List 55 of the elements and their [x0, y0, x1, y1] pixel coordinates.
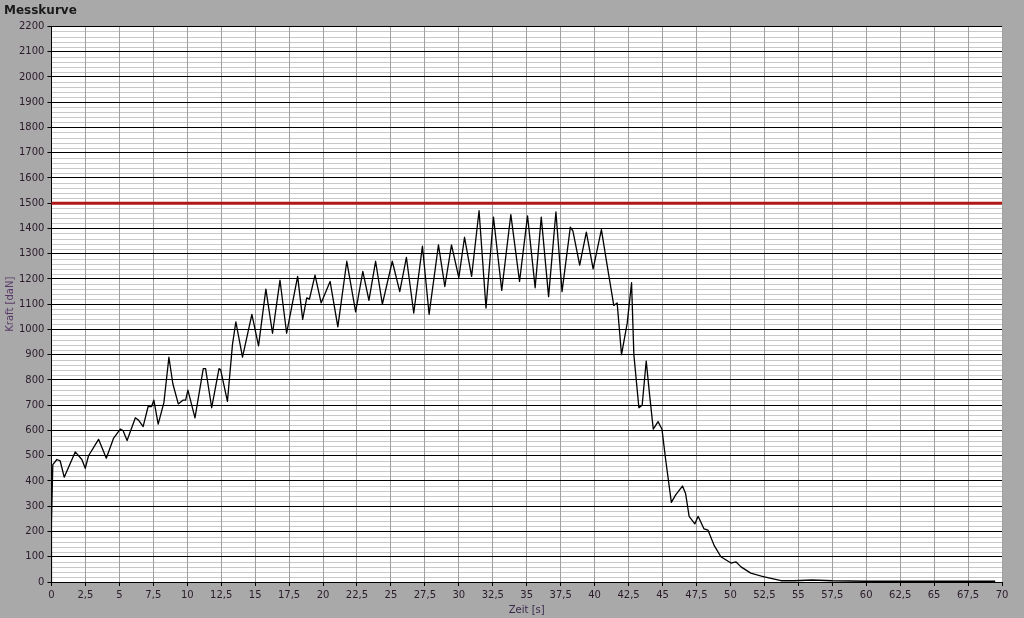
- x-tick-label: 42,5: [617, 588, 640, 600]
- x-tick-label: 27,5: [413, 588, 437, 600]
- x-tick-label: 47,5: [685, 588, 708, 600]
- y-tick-label: 500: [25, 449, 45, 461]
- x-tick-label: 15: [248, 588, 262, 600]
- x-tick-label: 17,5: [277, 588, 301, 600]
- y-tick-label: 2200: [19, 19, 45, 31]
- y-tick-label: 200: [25, 525, 45, 537]
- x-tick-label: 0: [48, 588, 55, 600]
- y-tick-label: 900: [25, 348, 45, 360]
- x-tick-label: 65: [927, 588, 941, 600]
- x-tick-label: 67,5: [956, 588, 980, 600]
- y-tick-label: 1200: [19, 272, 45, 284]
- x-axis-title: Zeit [s]: [508, 603, 545, 615]
- x-tick-label: 45: [656, 588, 669, 600]
- y-tick-label: 1600: [19, 171, 45, 183]
- x-tick-label: 57,5: [821, 588, 844, 600]
- x-tick-label: 7,5: [145, 588, 162, 600]
- x-tick-label: 35: [520, 588, 534, 600]
- y-axis-title: Kraft [daN]: [3, 276, 15, 332]
- y-tick-label: 2100: [19, 45, 45, 57]
- x-tick-label: 2,5: [77, 588, 94, 600]
- x-tick-label: 5: [116, 588, 123, 600]
- y-tick-label: 100: [25, 550, 45, 562]
- y-tick-label: 1700: [19, 146, 45, 158]
- x-tick-label: 50: [724, 588, 737, 600]
- x-tick-label: 30: [452, 588, 466, 600]
- y-tick-label: 1000: [19, 323, 45, 335]
- x-tick-label: 25: [384, 588, 398, 600]
- y-tick-label: 1900: [19, 95, 45, 107]
- x-tick-label: 20: [316, 588, 330, 600]
- x-tick-label: 52,5: [753, 588, 776, 600]
- y-tick-label: 1400: [19, 222, 45, 234]
- x-tick-label: 22,5: [345, 588, 369, 600]
- chart-title: Messkurve: [4, 3, 77, 18]
- y-tick-label: 1500: [19, 196, 45, 208]
- x-tick-label: 55: [791, 588, 805, 600]
- y-tick-label: 800: [25, 373, 45, 385]
- x-tick-label: 10: [180, 588, 194, 600]
- x-tick-label: 12,5: [210, 588, 233, 600]
- y-tick-label: 2000: [19, 70, 45, 82]
- y-tick-label: 0: [38, 575, 45, 587]
- y-tick-label: 400: [25, 474, 45, 486]
- x-tick-label: 62,5: [889, 588, 912, 600]
- x-tick-label: 37,5: [549, 588, 572, 600]
- x-tick-label: 32,5: [481, 588, 504, 600]
- y-tick-label: 700: [25, 398, 45, 410]
- x-tick-label: 60: [859, 588, 873, 600]
- y-tick-label: 1100: [19, 297, 45, 309]
- x-tick-label: 40: [588, 588, 601, 600]
- x-tick-label: 70: [995, 588, 1009, 600]
- y-tick-label: 1300: [19, 247, 45, 259]
- y-tick-label: 300: [25, 499, 45, 511]
- y-tick-label: 1800: [19, 121, 45, 133]
- y-tick-label: 600: [25, 424, 45, 436]
